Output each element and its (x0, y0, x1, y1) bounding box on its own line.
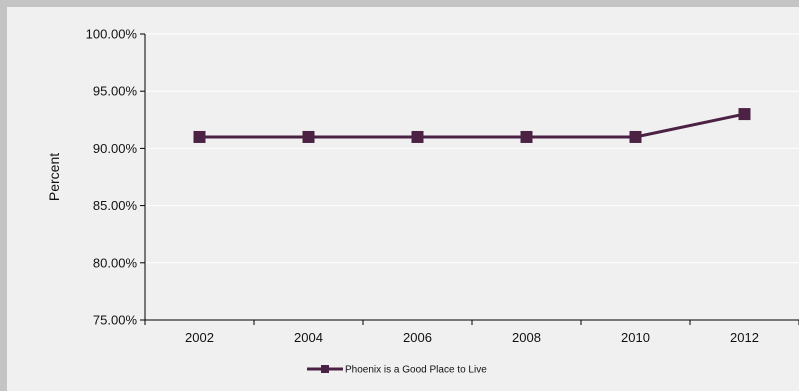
x-tick-label: 2010 (621, 330, 650, 345)
data-point-marker (520, 130, 533, 143)
y-tick-label: 100.00% (86, 27, 138, 42)
y-axis-title: Percent (46, 153, 62, 201)
data-point-marker (738, 108, 751, 121)
line-chart: 100.00% 95.00% 90.00% 85.00% 80.00% 75.00% 20… (46, 27, 799, 376)
x-tick-label: 2006 (403, 330, 432, 345)
y-tick-label: 85.00% (93, 198, 138, 213)
y-tick-label: 75.00% (93, 313, 138, 328)
y-tick-label: 90.00% (93, 141, 138, 156)
data-point-marker (411, 130, 424, 143)
axes (144, 34, 799, 321)
x-axis-ticks: 2002 2004 2006 2008 2010 2012 (144, 320, 799, 345)
legend-label: Phoenix is a Good Place to Live (345, 365, 487, 376)
chart-frame: 100.00% 95.00% 90.00% 85.00% 80.00% 75.00% 20… (7, 7, 799, 391)
y-axis-ticks: 100.00% 95.00% 90.00% 85.00% 80.00% 75.00% (86, 27, 145, 328)
legend: Phoenix is a Good Place to Live (307, 365, 487, 376)
data-point-marker (193, 130, 206, 143)
series-line (199, 112, 745, 139)
y-tick-label: 95.00% (93, 84, 138, 99)
data-point-marker (302, 130, 315, 143)
legend-swatch-marker (321, 365, 329, 373)
y-tick-label: 80.00% (93, 255, 138, 270)
x-tick-label: 2012 (730, 330, 759, 345)
x-tick-label: 2008 (512, 330, 541, 345)
data-point-marker (629, 130, 642, 143)
x-tick-label: 2002 (185, 330, 214, 345)
series-layer (193, 108, 751, 143)
x-tick-label: 2004 (294, 330, 323, 345)
gridlines (145, 33, 799, 264)
